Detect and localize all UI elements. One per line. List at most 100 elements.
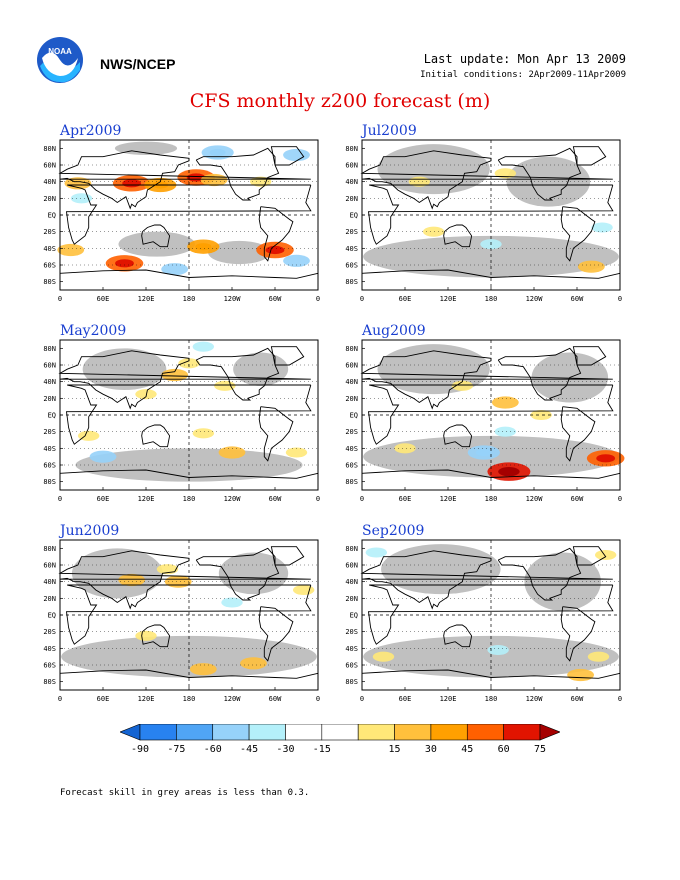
colorbar-label: -75 [167,744,185,755]
colorbar-label: -45 [240,744,258,755]
lon-tick-label: 180 [183,695,196,703]
lat-tick-label: 40S [345,445,358,453]
lat-tick-label: 40S [43,645,56,653]
panel-title-jun: Jun2009 [60,523,120,539]
map-panel-jul: 80N 60N 40N 20N EQ 20S 40S 60S 80S 0 60E 120E 180 120… [345,139,622,303]
lon-tick-label: 120E [138,295,155,303]
lon-tick-label: 0 [618,295,622,303]
map-panel-aug: 80N 60N 40N 20N EQ 20S 40S 60S 80S 0 60E 120E 180 120… [345,339,625,503]
panel-title-sep: Sep2009 [362,523,425,539]
anomaly-mark [161,263,189,276]
continent-outline [367,384,614,445]
map-panel-sep: 80N 60N 40N 20N EQ 20S 40S 60S 80S 0 60E 120E 180 120… [345,539,622,703]
anomaly-core [498,467,520,477]
anomaly-core [195,243,212,251]
colorbar-low-arrow [120,724,141,741]
lat-tick-label: 60S [345,462,358,470]
anomaly-mark [491,396,519,409]
anomaly-mark [178,358,200,369]
lon-tick-label: 0 [360,695,364,703]
continent-outline [258,606,294,662]
anomaly-mark [57,243,85,257]
lon-tick-label: 60W [269,295,282,303]
lat-tick-label: 20S [43,228,56,236]
colorbar-high-arrow [539,724,560,741]
continent-outline [258,406,294,462]
colorbar-label: 75 [534,744,546,755]
grey-area [506,156,591,207]
colorbar-label: -90 [131,744,149,755]
colorbar-label: 60 [498,744,510,755]
continent-outline [497,347,582,401]
anomaly-mark [192,341,215,352]
lon-tick-label: 60E [97,695,110,703]
lon-tick-label: 0 [316,695,320,703]
continent-outline [572,146,607,166]
lat-tick-label: EQ [350,412,358,420]
anomaly-mark [587,651,610,662]
anomaly-core [265,245,285,255]
panel-title-jul: Jul2009 [362,123,417,139]
lon-tick-label: 120E [138,695,155,703]
continent-outline [195,147,280,201]
lat-tick-label: 40S [43,445,56,453]
last-update: Last update: Mon Apr 13 2009 [423,52,626,66]
anomaly-mark [283,254,310,267]
colorbar-swatch [212,724,250,741]
lon-tick-label: 120E [440,695,457,703]
anomaly-core [596,454,616,463]
footnote: Forecast skill in grey areas is less tha… [60,788,310,798]
lon-tick-label: 0 [316,295,320,303]
colorbar-swatch [321,724,359,741]
lon-tick-label: 60E [97,295,110,303]
continent-outline [572,546,607,566]
lon-tick-label: 0 [58,495,62,503]
continent-outline [141,424,171,448]
continent-outline [65,384,312,445]
colorbar-swatch [466,724,504,741]
lat-tick-label: 20S [345,628,358,636]
lat-tick-label: EQ [48,412,56,420]
grey-area [82,348,167,390]
lat-tick-label: 20N [43,395,56,403]
colorbar-label: -15 [313,744,331,755]
lon-tick-label: 180 [183,495,196,503]
colorbar-label: -30 [276,744,294,755]
lat-tick-label: 80N [43,545,56,553]
anomaly-mark [422,226,445,237]
map-panel-jun: 80N 60N 40N 20N EQ 20S 40S 60S 80S 0 60E 120E 180 120… [43,539,320,703]
continent-outline [367,184,614,245]
continent-outline [270,546,305,566]
continent-outline [141,624,171,648]
anomaly-mark [218,446,246,459]
lat-tick-label: 20S [43,628,56,636]
continent-outline [360,350,613,410]
lat-tick-label: 20S [345,228,358,236]
anomaly-mark [161,368,189,382]
anomaly-core [115,259,134,268]
anomaly-mark [285,447,308,458]
anomaly-mark [118,573,146,587]
colorbar-swatch [394,724,432,741]
anomaly-mark [494,168,517,179]
colorbar-label: -60 [204,744,222,755]
lat-tick-label: 20N [345,395,358,403]
continent-outline [195,547,280,601]
continent-outline [65,184,312,245]
anomaly-mark [283,148,310,162]
continent-outline [367,584,614,645]
lat-tick-label: 60S [345,662,358,670]
lat-tick-label: 80N [345,345,358,353]
colorbar-swatch [176,724,214,741]
grey-area [218,552,289,595]
continent-outline [560,206,596,262]
lat-tick-label: 40N [43,578,56,586]
lon-tick-label: 0 [316,495,320,503]
lon-tick-label: 180 [485,495,498,503]
lon-tick-label: 120W [526,695,544,703]
anomaly-mark [189,663,217,676]
anomaly-mark [135,630,157,641]
lon-tick-label: 120W [224,495,242,503]
anomaly-mark [221,597,243,608]
continent-outline [58,350,311,410]
